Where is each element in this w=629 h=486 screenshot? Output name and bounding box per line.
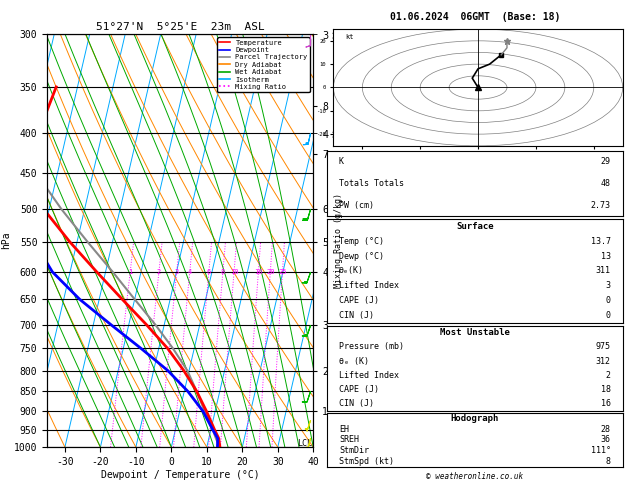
Text: 2.73: 2.73	[591, 201, 611, 210]
Text: 6: 6	[207, 269, 211, 275]
Text: EH: EH	[339, 425, 349, 434]
Text: θₑ (K): θₑ (K)	[339, 357, 369, 365]
Text: 8: 8	[221, 269, 225, 275]
Text: 25: 25	[278, 269, 287, 275]
Text: © weatheronline.co.uk: © weatheronline.co.uk	[426, 472, 523, 481]
Text: 16: 16	[601, 399, 611, 408]
Text: 48: 48	[601, 179, 611, 188]
Text: 10: 10	[230, 269, 238, 275]
Text: K: K	[339, 157, 344, 166]
Text: 2: 2	[606, 371, 611, 380]
Text: 312: 312	[596, 357, 611, 365]
Text: 0: 0	[606, 296, 611, 305]
Text: 3: 3	[606, 281, 611, 290]
Title: 51°27'N  5°25'E  23m  ASL: 51°27'N 5°25'E 23m ASL	[96, 22, 265, 32]
Text: Lifted Index: Lifted Index	[339, 281, 399, 290]
Text: 0: 0	[606, 311, 611, 320]
Text: Lifted Index: Lifted Index	[339, 371, 399, 380]
Text: 36: 36	[601, 435, 611, 444]
Text: 111°: 111°	[591, 446, 611, 455]
Text: 29: 29	[601, 157, 611, 166]
Text: Temp (°C): Temp (°C)	[339, 237, 384, 245]
Text: CIN (J): CIN (J)	[339, 399, 374, 408]
Text: LCL: LCL	[297, 439, 312, 448]
Text: 20: 20	[266, 269, 275, 275]
Text: CAPE (J): CAPE (J)	[339, 296, 379, 305]
Text: CAPE (J): CAPE (J)	[339, 385, 379, 394]
Y-axis label: hPa: hPa	[1, 232, 11, 249]
Text: Surface: Surface	[456, 222, 494, 231]
Legend: Temperature, Dewpoint, Parcel Trajectory, Dry Adiabat, Wet Adiabat, Isotherm, Mi: Temperature, Dewpoint, Parcel Trajectory…	[218, 37, 309, 92]
Text: CIN (J): CIN (J)	[339, 311, 374, 320]
Text: 975: 975	[596, 342, 611, 351]
Y-axis label: km
ASL: km ASL	[369, 219, 387, 241]
Text: 01.06.2024  06GMT  (Base: 18): 01.06.2024 06GMT (Base: 18)	[390, 12, 560, 22]
Text: SREH: SREH	[339, 435, 359, 444]
Text: 4: 4	[187, 269, 192, 275]
Text: PW (cm): PW (cm)	[339, 201, 374, 210]
Text: Totals Totals: Totals Totals	[339, 179, 404, 188]
Text: θₑ(K): θₑ(K)	[339, 266, 364, 276]
Text: StmDir: StmDir	[339, 446, 369, 455]
Text: 311: 311	[596, 266, 611, 276]
Text: 13: 13	[601, 252, 611, 260]
Text: 16: 16	[254, 269, 263, 275]
Text: Mixing Ratio (g/kg): Mixing Ratio (g/kg)	[334, 193, 343, 288]
Text: 2: 2	[157, 269, 161, 275]
Text: 8: 8	[606, 457, 611, 466]
Text: 3: 3	[175, 269, 179, 275]
Text: 28: 28	[601, 425, 611, 434]
Text: 18: 18	[601, 385, 611, 394]
Text: 13.7: 13.7	[591, 237, 611, 245]
Text: 1: 1	[128, 269, 132, 275]
Text: kt: kt	[345, 34, 353, 40]
Text: Hodograph: Hodograph	[451, 414, 499, 423]
Text: StmSpd (kt): StmSpd (kt)	[339, 457, 394, 466]
Text: Most Unstable: Most Unstable	[440, 328, 510, 337]
Text: Dewp (°C): Dewp (°C)	[339, 252, 384, 260]
Text: Pressure (mb): Pressure (mb)	[339, 342, 404, 351]
X-axis label: Dewpoint / Temperature (°C): Dewpoint / Temperature (°C)	[101, 469, 260, 480]
